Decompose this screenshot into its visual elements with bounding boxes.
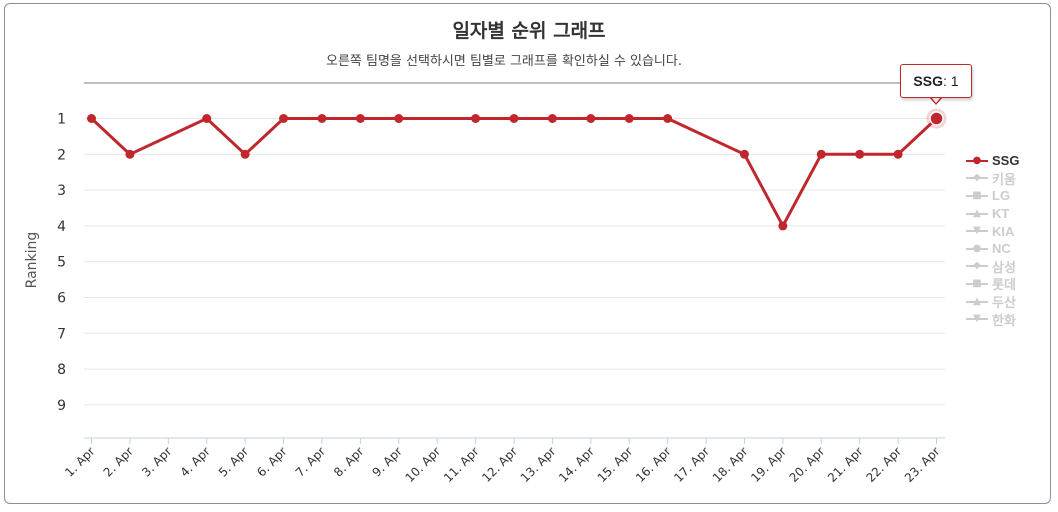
chart-container xyxy=(4,3,1051,504)
y-axis-label: Ranking xyxy=(24,232,40,289)
legend-label: 키움 xyxy=(992,171,1016,187)
chart-title: 일자별 순위 그래프 xyxy=(452,20,606,42)
legend-label: KT xyxy=(992,206,1010,222)
data-point xyxy=(893,149,903,159)
legend-item[interactable]: ▲ KT xyxy=(966,205,1046,223)
x-tick-label: 7. Apr xyxy=(293,444,328,479)
x-tick-label: 20. Apr xyxy=(787,444,828,485)
x-tick-label: 6. Apr xyxy=(254,444,289,479)
x-tick-label: 2. Apr xyxy=(101,444,136,479)
x-tick-label: 16. Apr xyxy=(633,444,674,485)
x-tick-label: 11. Apr xyxy=(441,444,482,485)
y-tick-label: 9 xyxy=(57,398,66,414)
data-point xyxy=(87,114,96,123)
data-point xyxy=(394,114,404,123)
legend-label: SSG xyxy=(992,153,1020,169)
data-point xyxy=(855,149,865,159)
data-point xyxy=(317,114,327,123)
x-tick-label: 14. Apr xyxy=(556,444,597,485)
legend-label: 롯데 xyxy=(992,277,1016,293)
legend-marker-icon: ◆ xyxy=(966,260,988,272)
y-tick-label: 6 xyxy=(57,291,66,307)
legend-item[interactable]: ● SSG xyxy=(966,152,1046,170)
legend-marker-icon: ■ xyxy=(966,190,988,202)
legend: ● SSG ◆ 키움 ■ LG ▲ KT ▼ KIA ● NC ◆ 삼성 ■ 롯데 ▲ 두산 ▼ 한화 xyxy=(966,152,1046,328)
data-point xyxy=(547,114,557,123)
legend-marker-icon: ◆ xyxy=(966,172,988,184)
legend-label: 한화 xyxy=(992,312,1016,328)
y-tick-label: 3 xyxy=(57,183,66,199)
data-point xyxy=(509,114,519,123)
legend-marker-icon: ● xyxy=(966,243,988,255)
series-line-ssg xyxy=(90,117,938,228)
x-tick-label: 17. Apr xyxy=(671,444,712,485)
y-tick-label: 5 xyxy=(57,255,66,271)
x-tick-label: 10. Apr xyxy=(403,444,444,485)
x-tick-label: 4. Apr xyxy=(177,444,212,479)
y-tick-label: 2 xyxy=(57,147,66,163)
x-tick-label: 9. Apr xyxy=(370,444,405,479)
data-point xyxy=(471,114,481,123)
data-point xyxy=(125,149,135,159)
y-tick-label: 7 xyxy=(57,326,66,342)
legend-item[interactable]: ▼ KIA xyxy=(966,222,1046,240)
legend-item[interactable]: ■ 롯데 xyxy=(966,275,1046,293)
legend-marker-icon: ● xyxy=(966,155,988,167)
x-tick-label: 1. Apr xyxy=(62,444,97,479)
data-point xyxy=(739,149,749,159)
data-point xyxy=(202,114,212,123)
legend-item[interactable]: ▲ 두산 xyxy=(966,293,1046,311)
x-tick-label: 19. Apr xyxy=(748,444,789,485)
tooltip: SSG: 1 xyxy=(900,64,972,98)
legend-marker-icon: ▼ xyxy=(966,313,988,325)
x-tick-label: 3. Apr xyxy=(139,444,174,479)
data-point xyxy=(586,114,596,123)
legend-marker-icon: ▲ xyxy=(966,296,988,308)
x-tick-label: 23. Apr xyxy=(902,444,943,485)
data-point xyxy=(355,114,365,123)
x-tick-label: 12. Apr xyxy=(479,444,520,485)
y-tick-label: 1 xyxy=(57,112,66,128)
legend-marker-icon: ▲ xyxy=(966,208,988,220)
data-point xyxy=(624,114,634,123)
legend-label: NC xyxy=(992,241,1011,257)
y-tick-label: 4 xyxy=(57,219,66,235)
legend-item[interactable]: ■ LG xyxy=(966,187,1046,205)
tooltip-value: : 1 xyxy=(943,73,959,89)
legend-marker-icon: ▼ xyxy=(966,225,988,237)
chart-subtitle: 오른쪽 팀명을 선택하시면 팀별로 그래프를 확인하실 수 있습니다. xyxy=(326,54,682,69)
x-tick-label: 13. Apr xyxy=(518,444,559,485)
data-point xyxy=(240,149,250,159)
data-point-hovered xyxy=(929,111,944,126)
legend-label: 두산 xyxy=(992,295,1016,311)
legend-marker-icon: ■ xyxy=(966,278,988,290)
data-point xyxy=(663,114,673,123)
legend-label: 삼성 xyxy=(992,259,1016,275)
legend-item[interactable]: ▼ 한화 xyxy=(966,310,1046,328)
data-point xyxy=(778,221,788,231)
tooltip-series: SSG xyxy=(913,73,943,89)
data-point xyxy=(816,149,826,159)
legend-label: LG xyxy=(992,188,1011,204)
legend-item[interactable]: ● NC xyxy=(966,240,1046,258)
x-tick-label: 8. Apr xyxy=(331,444,366,479)
legend-item[interactable]: ◆ 삼성 xyxy=(966,258,1046,276)
x-tick-label: 22. Apr xyxy=(863,444,904,485)
legend-label: KIA xyxy=(992,223,1015,239)
x-tick-label: 5. Apr xyxy=(216,444,251,479)
legend-item[interactable]: ◆ 키움 xyxy=(966,170,1046,188)
x-tick-label: 18. Apr xyxy=(710,444,751,485)
x-tick-label: 15. Apr xyxy=(595,444,636,485)
y-tick-label: 8 xyxy=(57,362,66,378)
data-point xyxy=(279,114,289,123)
tooltip-arrow-inner xyxy=(930,96,942,103)
x-tick-label: 21. Apr xyxy=(825,444,866,485)
